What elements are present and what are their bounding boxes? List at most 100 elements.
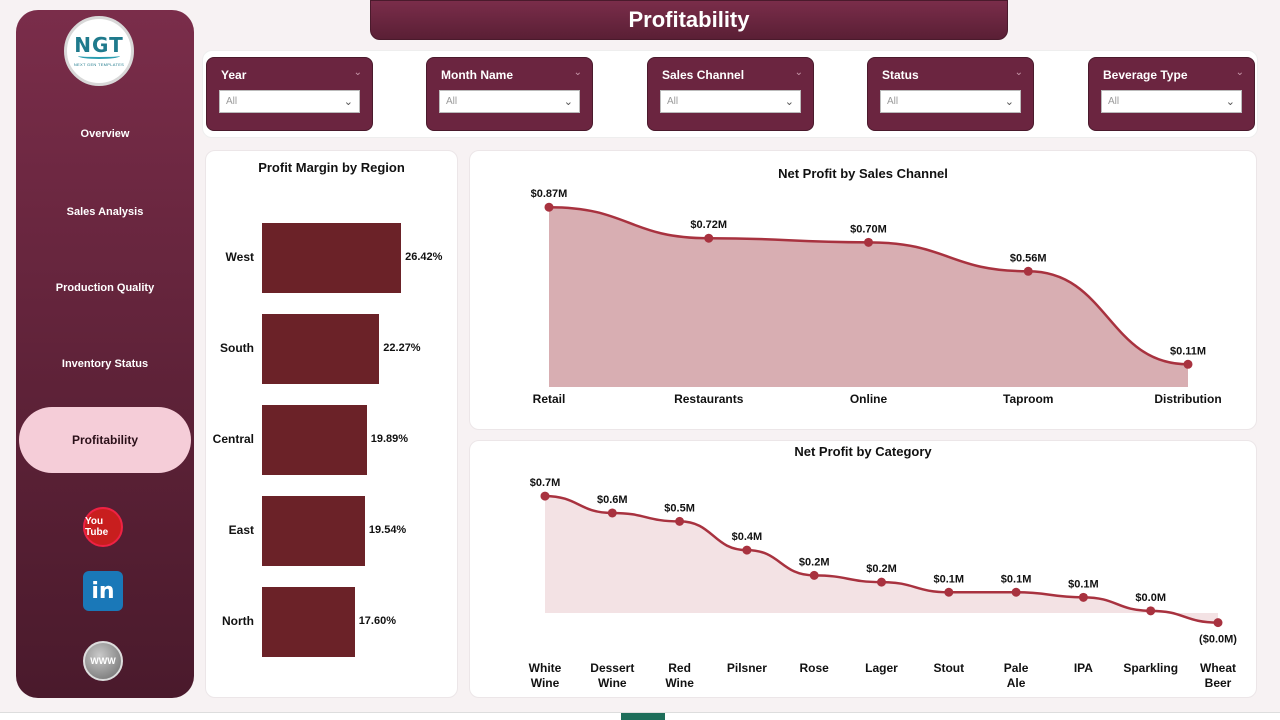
sales-channel-filter: Sales Channel ⌄ All ⌄ (647, 57, 814, 131)
active-page-tab[interactable] (621, 713, 665, 720)
data-point[interactable] (1011, 587, 1021, 597)
logo-swoosh-icon (78, 53, 120, 59)
data-value-label: $0.56M (1010, 252, 1047, 264)
chart-title: Profit Margin by Region (258, 160, 405, 175)
nav-overview[interactable]: Overview (80, 128, 130, 140)
category-axis-label: Pale (1004, 661, 1029, 675)
beverage-type-select[interactable]: All ⌄ (1101, 90, 1242, 113)
select-value: All (1108, 96, 1120, 107)
data-point[interactable] (1183, 359, 1193, 369)
data-point[interactable] (704, 233, 714, 243)
category-axis-label: Online (850, 392, 888, 406)
data-point[interactable] (1078, 592, 1088, 602)
net-profit-channel-panel: Net Profit by Sales Channel $0.87M Retail… (469, 150, 1257, 430)
data-value-label: $0.70M (850, 223, 887, 235)
ngt-logo[interactable]: NGT NEXT GEN TEMPLATES (64, 16, 134, 86)
nav-inventory-status[interactable]: Inventory Status (61, 358, 149, 370)
status-select[interactable]: All ⌄ (880, 90, 1021, 113)
category-axis-label: Taproom (1003, 392, 1053, 406)
page-title: Profitability (370, 0, 1008, 40)
chevron-down-icon[interactable]: ⌄ (1235, 67, 1244, 78)
data-point[interactable] (742, 545, 752, 555)
year-filter: Year ⌄ All ⌄ (206, 57, 373, 131)
data-value-label: $0.4M (732, 531, 763, 543)
chevron-down-icon[interactable]: ⌄ (784, 96, 794, 108)
category-axis-label: Wine (598, 676, 627, 690)
category-axis-label: Wheat (1200, 661, 1236, 675)
region-bar[interactable] (262, 496, 365, 566)
chevron-down-icon[interactable]: ⌄ (794, 67, 803, 78)
chevron-down-icon[interactable]: ⌄ (573, 67, 582, 78)
linkedin-icon[interactable]: in (83, 571, 123, 611)
globe-text: WWW (90, 656, 116, 666)
data-value-label: $0.11M (1170, 345, 1206, 357)
area-fill (549, 207, 1188, 387)
category-axis-label: Dessert (590, 661, 634, 675)
select-value: All (446, 96, 458, 107)
data-value-label: $0.6M (597, 494, 628, 506)
month-name-select[interactable]: All ⌄ (439, 90, 580, 113)
bar-category-label: East (228, 523, 254, 537)
data-point[interactable] (607, 508, 617, 518)
data-value-label: $0.1M (1068, 578, 1099, 590)
bar-category-label: South (220, 341, 254, 355)
chevron-down-icon[interactable]: ⌄ (343, 96, 353, 108)
data-point[interactable] (809, 570, 819, 580)
data-point[interactable] (877, 577, 886, 587)
data-value-label: $0.1M (1001, 573, 1032, 585)
category-axis-label: Ale (1007, 676, 1026, 690)
chevron-down-icon[interactable]: ⌄ (1225, 96, 1235, 108)
net-profit-category-panel: Net Profit by Category $0.7M White Wine $0.… (469, 440, 1257, 698)
data-point[interactable] (675, 516, 685, 526)
category-axis-label: Wine (665, 676, 694, 690)
data-value-label: $0.7M (530, 477, 561, 489)
chevron-down-icon[interactable]: ⌄ (353, 67, 362, 78)
category-axis-label: Beer (1205, 676, 1232, 690)
chart-title: Net Profit by Sales Channel (778, 166, 948, 181)
region-bar[interactable] (262, 223, 402, 293)
data-value-label: $0.72M (690, 219, 727, 231)
select-value: All (667, 96, 679, 107)
filter-label: Beverage Type (1103, 68, 1188, 82)
channel-area-chart: $0.87M Retail $0.72M Restaurants $0.70M Onlin… (531, 188, 1222, 406)
bar-category-label: Central (212, 432, 254, 446)
data-point[interactable] (864, 237, 873, 247)
data-value-label: $0.1M (934, 573, 965, 585)
bar-value-label: 19.89% (370, 433, 409, 445)
data-point[interactable] (1023, 266, 1033, 276)
data-point[interactable] (1146, 606, 1156, 616)
status-filter: Status ⌄ All ⌄ (867, 57, 1034, 131)
nav-sales-analysis[interactable]: Sales Analysis (66, 206, 144, 218)
data-point[interactable] (540, 491, 550, 501)
select-value: All (887, 96, 899, 107)
logo-text: NGT (74, 33, 124, 57)
chevron-down-icon[interactable]: ⌄ (563, 96, 573, 108)
category-axis-label: Rose (800, 661, 830, 675)
chevron-down-icon[interactable]: ⌄ (1014, 67, 1023, 78)
bar-value-label: 19.54% (368, 524, 407, 536)
data-value-label: $0.5M (664, 502, 695, 514)
region-bar[interactable] (262, 405, 367, 475)
profit-margin-panel: Profit Margin by Region West 26.42% South 2… (205, 150, 458, 698)
data-point[interactable] (544, 202, 554, 212)
year-select[interactable]: All ⌄ (219, 90, 360, 113)
region-bar[interactable] (262, 314, 380, 384)
youtube-icon[interactable]: You Tube (83, 507, 123, 547)
sidebar: NGT NEXT GEN TEMPLATES Overview Sales An… (16, 10, 194, 698)
category-axis-label: Restaurants (674, 392, 744, 406)
nav-profitability[interactable]: Profitability (19, 407, 191, 473)
category-axis-label: Stout (933, 661, 964, 675)
category-axis-label: Lager (865, 661, 898, 675)
data-point[interactable] (944, 587, 954, 597)
data-point[interactable] (1213, 618, 1223, 628)
globe-icon[interactable]: WWW (83, 641, 123, 681)
month-name-filter: Month Name ⌄ All ⌄ (426, 57, 593, 131)
sales-channel-select[interactable]: All ⌄ (660, 90, 801, 113)
category-axis-label: IPA (1074, 661, 1093, 675)
chevron-down-icon[interactable]: ⌄ (1004, 96, 1014, 108)
youtube-text: You Tube (85, 516, 109, 538)
area-fill (545, 496, 1218, 623)
nav-production-quality[interactable]: Production Quality (55, 282, 155, 294)
beverage-type-filter: Beverage Type ⌄ All ⌄ (1088, 57, 1255, 131)
region-bar[interactable] (262, 587, 355, 657)
